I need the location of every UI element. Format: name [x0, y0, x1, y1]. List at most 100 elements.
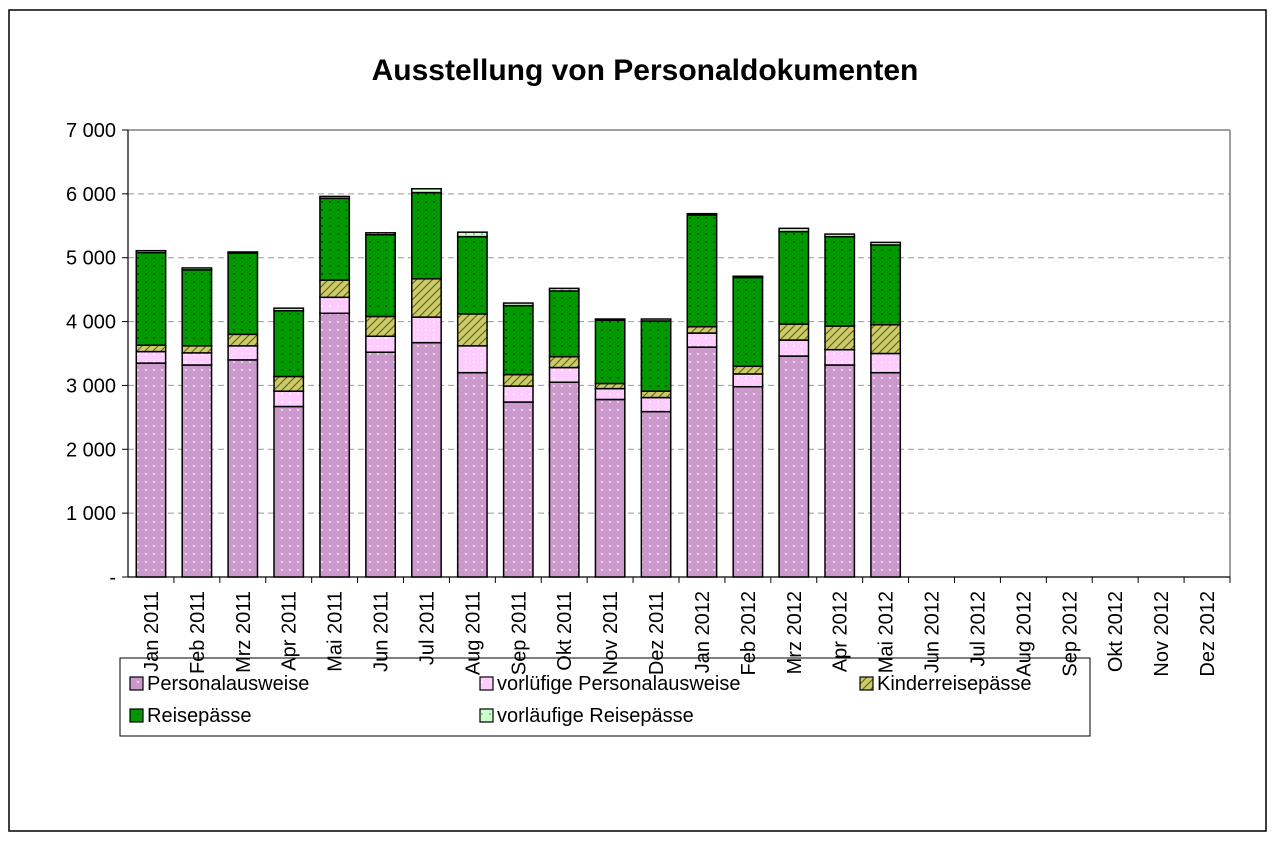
bar-segment — [319, 296, 351, 315]
bar-segment — [227, 251, 259, 254]
bar-segment — [365, 232, 396, 236]
x-tick-label: Aug 2012 — [1013, 591, 1035, 677]
y-tick-label: 3 000 — [66, 375, 116, 397]
bar-segment — [548, 381, 580, 578]
bar-segment — [594, 398, 626, 578]
bar-segment — [870, 352, 902, 374]
bar-segment — [456, 371, 488, 578]
bar-segment — [273, 309, 305, 378]
bar-segment — [456, 231, 488, 238]
bar-segment — [502, 401, 534, 578]
bar-segment — [181, 352, 213, 366]
bar-segment — [365, 315, 396, 338]
bar-segment — [548, 287, 580, 292]
x-tick-label: Jun 2011 — [371, 591, 393, 672]
x-tick-label: Jan 2011 — [141, 591, 163, 672]
legend-swatch — [479, 676, 494, 691]
bar-segment — [732, 365, 764, 375]
bar-segment — [640, 390, 672, 399]
bar-segment — [456, 345, 488, 374]
bar-segment — [365, 233, 396, 318]
bar-segment — [548, 355, 580, 369]
bar-segment — [686, 346, 718, 578]
bar-segment — [135, 362, 167, 578]
bar-segment — [502, 373, 534, 387]
bar-segment — [181, 269, 213, 347]
bar-segment — [594, 319, 626, 385]
bar-segment — [824, 364, 856, 578]
legend-swatch — [129, 708, 144, 723]
y-tick-label: 4 000 — [66, 312, 116, 334]
legend-label: Personalausweise — [147, 673, 309, 695]
bar-segment — [732, 373, 764, 388]
bar-segment — [686, 214, 718, 328]
bar-segment — [778, 227, 810, 233]
chart-title: Ausstellung von Personaldokumenten — [372, 54, 919, 87]
bar-segment — [778, 355, 810, 578]
bar-segment — [319, 197, 351, 281]
x-tick-label: Aug 2011 — [462, 591, 484, 675]
bar-segment — [824, 348, 856, 366]
x-tick-label: Nov 2012 — [1151, 591, 1173, 677]
x-tick-label: Dez 2011 — [646, 591, 668, 675]
y-tick-label: - — [109, 567, 116, 589]
y-tick-label: 1 000 — [66, 503, 116, 525]
bar-segment — [778, 230, 810, 325]
bar-segment — [135, 249, 167, 254]
bar-segment — [181, 267, 213, 271]
bar-segment — [411, 341, 442, 578]
bar-segment — [640, 410, 672, 578]
x-tick-label: Jul 2011 — [416, 591, 438, 665]
bar-segment — [594, 318, 626, 322]
x-tick-label: Jun 2012 — [922, 591, 944, 673]
bar-segment — [135, 350, 167, 364]
bar-segment — [870, 371, 902, 578]
bar-segment — [640, 396, 672, 413]
bar-segment — [686, 212, 718, 216]
bar-segment — [227, 252, 259, 336]
bar-segment — [273, 307, 305, 312]
legend-label: vorlüfige Personalausweise — [497, 673, 740, 695]
x-tick-label: Okt 2011 — [554, 591, 576, 671]
legend-swatch — [129, 676, 144, 691]
y-tick-label: 5 000 — [66, 248, 116, 270]
bar-segment — [640, 318, 672, 322]
bar-segment — [686, 332, 718, 348]
bar-segment — [411, 278, 442, 318]
x-tick-label: Feb 2012 — [738, 591, 760, 676]
y-tick-label: 7 000 — [66, 120, 116, 142]
bar-segment — [135, 251, 167, 346]
bar-segment — [502, 385, 534, 403]
legend-swatch — [859, 676, 874, 691]
bar-segment — [456, 235, 488, 315]
x-tick-label: Feb 2011 — [187, 591, 209, 674]
x-tick-label: Jan 2012 — [692, 591, 714, 673]
bar-segment — [319, 279, 351, 299]
bar-segment — [686, 325, 718, 334]
bar-segment — [365, 335, 396, 353]
bar-segment — [502, 304, 534, 376]
bar-segment — [411, 191, 442, 280]
legend-label: Kinderreisepässe — [877, 673, 1032, 695]
bar-segment — [227, 359, 259, 578]
x-tick-label: Mai 2011 — [325, 591, 347, 672]
x-tick-label: Apr 2012 — [830, 591, 852, 672]
y-tick-label: 6 000 — [66, 184, 116, 206]
bar-segment — [227, 345, 259, 361]
bar-segment — [502, 302, 534, 307]
bar-segment — [411, 316, 442, 344]
x-tick-label: Jul 2012 — [967, 591, 989, 667]
bar-segment — [778, 323, 810, 341]
legend-box — [119, 657, 1091, 737]
bar-segment — [824, 235, 856, 327]
bar-segment — [181, 345, 213, 354]
bar-segment — [824, 325, 856, 351]
bar-segment — [640, 320, 672, 392]
bar-segment — [548, 290, 580, 358]
bar-segment — [732, 385, 764, 578]
bar-segment — [319, 195, 351, 200]
x-tick-label: Mrz 2011 — [233, 591, 255, 673]
bar-segment — [411, 187, 442, 194]
legend-label: vorläufige Reisepässe — [497, 705, 694, 727]
